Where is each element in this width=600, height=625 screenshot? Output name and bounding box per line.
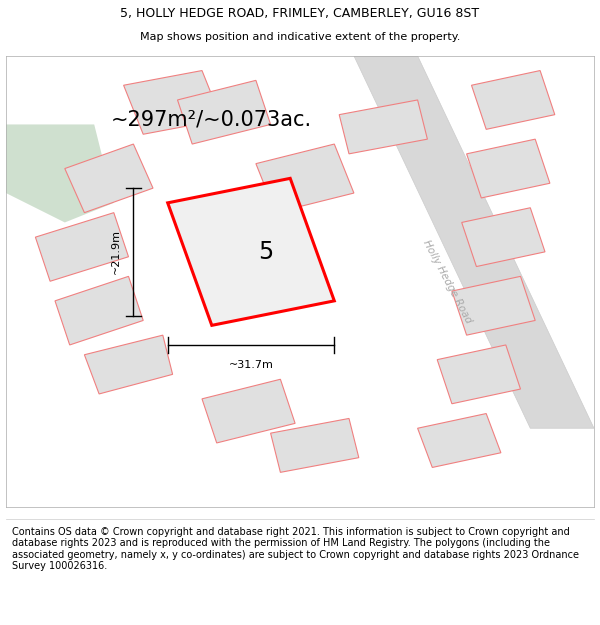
Polygon shape xyxy=(168,178,334,326)
Text: ~21.9m: ~21.9m xyxy=(111,229,121,274)
Text: ~297m²/~0.073ac.: ~297m²/~0.073ac. xyxy=(111,109,313,129)
Polygon shape xyxy=(6,124,114,222)
Text: 5: 5 xyxy=(258,240,274,264)
Polygon shape xyxy=(354,56,594,428)
Polygon shape xyxy=(178,81,271,144)
Polygon shape xyxy=(418,414,501,468)
Polygon shape xyxy=(256,144,354,212)
Polygon shape xyxy=(202,379,295,443)
Polygon shape xyxy=(467,139,550,198)
Text: Holly Hedge Road: Holly Hedge Road xyxy=(421,238,473,324)
Polygon shape xyxy=(462,208,545,266)
Text: 5, HOLLY HEDGE ROAD, FRIMLEY, CAMBERLEY, GU16 8ST: 5, HOLLY HEDGE ROAD, FRIMLEY, CAMBERLEY,… xyxy=(121,7,479,19)
Polygon shape xyxy=(35,213,128,281)
Polygon shape xyxy=(124,71,221,134)
Text: Contains OS data © Crown copyright and database right 2021. This information is : Contains OS data © Crown copyright and d… xyxy=(12,526,579,571)
Polygon shape xyxy=(437,345,521,404)
Polygon shape xyxy=(85,335,173,394)
Text: ~31.7m: ~31.7m xyxy=(229,359,274,369)
Polygon shape xyxy=(339,100,427,154)
Polygon shape xyxy=(472,71,555,129)
Polygon shape xyxy=(65,144,153,212)
Polygon shape xyxy=(452,276,535,335)
Polygon shape xyxy=(271,419,359,472)
Text: Map shows position and indicative extent of the property.: Map shows position and indicative extent… xyxy=(140,31,460,41)
Polygon shape xyxy=(55,276,143,345)
